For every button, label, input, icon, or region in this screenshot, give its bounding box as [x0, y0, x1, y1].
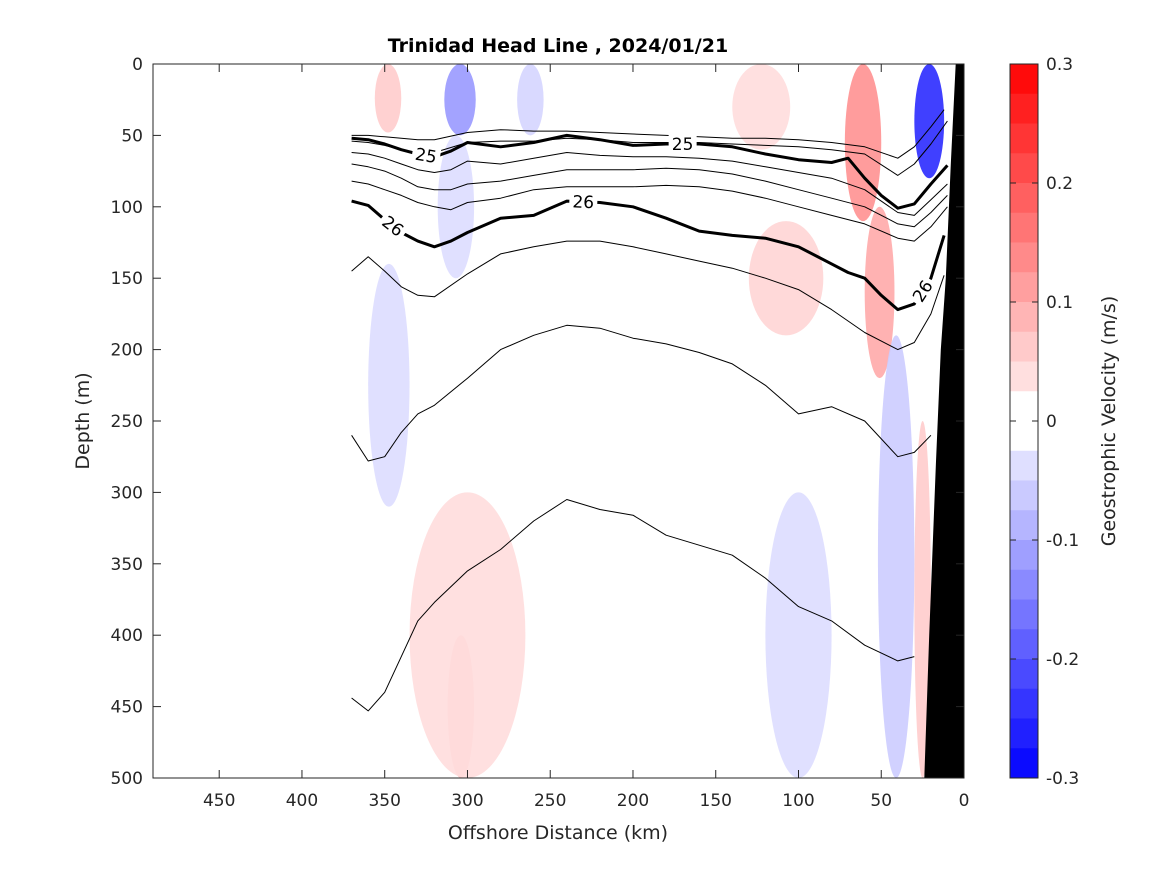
colorbar-tick-label: 0.2	[1046, 174, 1073, 194]
colorbar-segment	[1010, 718, 1038, 749]
colorbar-segment	[1010, 748, 1038, 779]
velocity-patch	[409, 492, 526, 778]
colorbar-segment	[1010, 450, 1038, 481]
colorbar-segment	[1010, 272, 1038, 303]
velocity-patch	[732, 64, 791, 150]
density-contour	[351, 199, 946, 312]
colorbar-segment	[1010, 688, 1038, 719]
colorbar-segment	[1010, 361, 1038, 392]
contour-label: 25	[672, 135, 694, 155]
colorbar-label: Geostrophic Velocity (m/s)	[1098, 296, 1120, 546]
colorbar-segment	[1010, 93, 1038, 124]
y-tick-label: 350	[111, 555, 143, 575]
colorbar-segment	[1010, 183, 1038, 214]
y-tick-label: 150	[111, 269, 143, 289]
x-axis: 450 400 350 300 250 200 150 100 50 0	[203, 64, 969, 811]
velocity-patch	[444, 64, 476, 136]
colorbar-tick-label: -0.1	[1046, 531, 1079, 551]
contour-label: 25	[414, 145, 439, 168]
x-tick-label: 200	[617, 791, 649, 811]
y-tick-label: 400	[111, 626, 143, 646]
colorbar-segment	[1010, 599, 1038, 630]
contour-label-bg	[410, 143, 442, 168]
density-contour	[351, 109, 945, 159]
seafloor	[924, 64, 964, 778]
y-tick-label: 300	[111, 483, 143, 503]
density-contour	[351, 499, 915, 712]
velocity-patch	[368, 263, 410, 507]
colorbar-segment	[1010, 391, 1038, 422]
velocity-patch	[914, 421, 931, 778]
y-tick-label: 0	[132, 55, 143, 75]
colorbar-segment	[1010, 510, 1038, 541]
x-tick-label: 150	[700, 791, 732, 811]
density-contour	[351, 163, 948, 228]
x-tick-label: 400	[286, 791, 318, 811]
colorbar-segment	[1010, 480, 1038, 511]
contour-label-bg	[375, 209, 411, 243]
colorbar-segment	[1010, 629, 1038, 660]
y-tick-label: 250	[111, 412, 143, 432]
x-tick-label: 50	[870, 791, 892, 811]
colorbar: 0.3 0.2 0.1 0 -0.1 -0.2 -0.3	[1009, 55, 1079, 789]
y-tick-label: 50	[121, 126, 143, 146]
contour-label-bg	[568, 191, 598, 213]
x-tick-label: 0	[959, 791, 970, 811]
y-tick-label: 450	[111, 698, 143, 718]
velocity-field	[368, 64, 945, 778]
velocity-patch	[877, 335, 915, 778]
velocity-patch	[374, 64, 402, 133]
contour-label-bg	[906, 273, 939, 309]
colorbar-tick-label: 0.1	[1046, 293, 1073, 313]
y-axis-label: Depth (m)	[72, 372, 94, 469]
x-tick-label: 300	[451, 791, 483, 811]
y-axis: 0 50 100 150 200 250 300 350 400 450 500	[111, 55, 964, 789]
colorbar-segment	[1010, 421, 1038, 452]
colorbar-segment	[1010, 540, 1038, 571]
y-tick-label: 500	[111, 769, 143, 789]
x-tick-label: 250	[534, 791, 566, 811]
colorbar-tick-label: 0	[1046, 412, 1057, 432]
density-contour	[351, 180, 948, 242]
colorbar-segment	[1010, 123, 1038, 154]
x-tick-label: 350	[368, 791, 400, 811]
velocity-patch	[844, 64, 882, 222]
x-tick-label: 100	[782, 791, 814, 811]
colorbar-segment	[1010, 569, 1038, 600]
colorbar-tick-label: 0.3	[1046, 55, 1073, 75]
y-tick-label: 200	[111, 341, 143, 361]
y-tick-label: 100	[111, 198, 143, 218]
colorbar-segment	[1010, 242, 1038, 273]
density-contour	[351, 152, 948, 216]
colorbar-segment	[1010, 659, 1038, 690]
x-tick-label: 450	[203, 791, 235, 811]
chart-title: Trinidad Head Line , 2024/01/21	[388, 35, 728, 57]
colorbar-segment	[1010, 331, 1038, 362]
colorbar-segment	[1010, 64, 1038, 95]
colorbar-tick-label: -0.2	[1046, 650, 1079, 670]
contour-label-bg	[668, 133, 697, 154]
velocity-patch	[765, 492, 832, 778]
velocity-patch	[517, 64, 544, 136]
bathymetry	[924, 64, 964, 778]
contour-label: 26	[572, 192, 594, 213]
colorbar-tick-label: -0.3	[1046, 769, 1079, 789]
density-contour	[351, 240, 945, 351]
colorbar-segment	[1010, 302, 1038, 333]
density-contour	[351, 324, 932, 462]
x-axis-label: Offshore Distance (km)	[448, 822, 668, 844]
velocity-patch	[914, 64, 945, 179]
velocity-patch	[437, 135, 475, 279]
colorbar-segment	[1010, 153, 1038, 184]
colorbar-segment	[1010, 212, 1038, 243]
